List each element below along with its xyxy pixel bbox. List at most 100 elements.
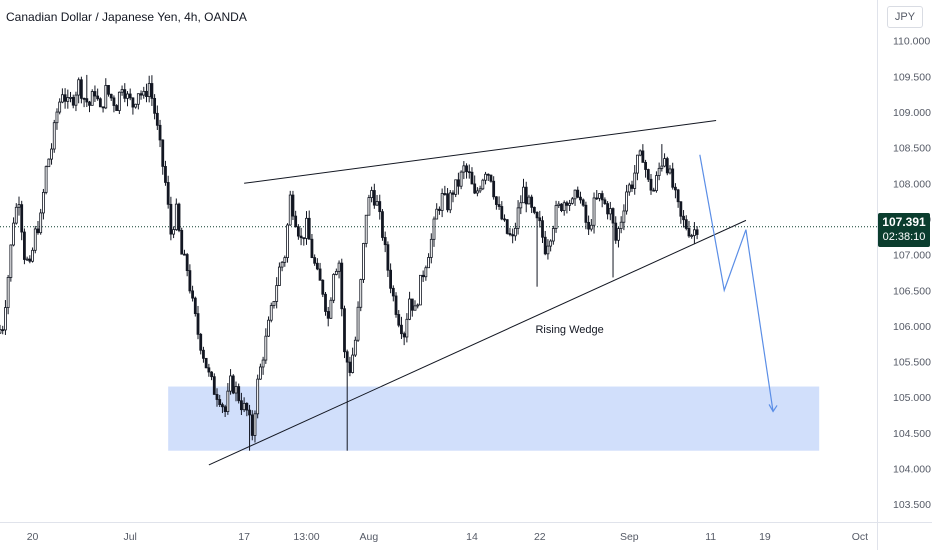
candle-body: [4, 307, 7, 331]
time-tick-label: 17: [238, 531, 250, 543]
candle-body: [557, 203, 561, 206]
candle-body: [142, 90, 146, 96]
candle-body: [554, 205, 558, 229]
candle-body: [592, 197, 596, 226]
candle-body: [9, 244, 13, 278]
candle-body: [443, 193, 447, 195]
candle-body: [486, 173, 490, 176]
candle-body: [180, 230, 184, 255]
candle-body: [665, 158, 669, 174]
candle-body: [332, 274, 336, 301]
candle-body: [264, 335, 268, 361]
candle-body: [546, 245, 550, 255]
candle-body: [674, 186, 677, 191]
time-tick-label: Sep: [620, 531, 639, 543]
current-price: 107.391: [882, 215, 926, 229]
candle-body: [71, 97, 75, 106]
price-tick-label: 109.500: [893, 71, 931, 83]
candle-body: [315, 262, 319, 270]
candle-body: [117, 91, 121, 111]
candle-body: [568, 202, 572, 206]
candle-body: [684, 219, 688, 229]
candle-body: [324, 293, 327, 312]
price-tick-label: 108.500: [893, 143, 931, 155]
candle-body: [603, 199, 607, 205]
candle-body: [649, 178, 653, 191]
candle-body: [104, 85, 108, 109]
candle-body: [655, 175, 658, 192]
candle-body: [416, 304, 420, 307]
candle-body: [120, 89, 124, 93]
price-tick-label: 108.000: [893, 178, 931, 190]
candle-body: [204, 357, 208, 369]
candle-body: [229, 375, 232, 392]
time-tick-label: 19: [759, 531, 771, 543]
candle-body: [584, 204, 588, 223]
lower-trendline: [208, 219, 747, 466]
candle-body: [660, 165, 664, 169]
candle-body: [448, 192, 452, 211]
candle-body: [44, 166, 48, 193]
candle-body: [334, 270, 338, 275]
candle-body: [560, 203, 563, 211]
candle-body: [424, 267, 428, 278]
candle-body: [39, 212, 43, 234]
candle-body: [438, 208, 441, 211]
candle-body: [193, 297, 197, 315]
candle-body: [52, 122, 56, 150]
candle-body: [6, 276, 10, 308]
candle-body: [652, 189, 656, 192]
candle-body: [96, 95, 100, 100]
candle-body: [391, 287, 395, 297]
candle-body: [33, 228, 37, 251]
candle-body: [172, 229, 176, 235]
candle-body: [223, 406, 227, 413]
candle-body: [359, 279, 363, 308]
candle-body: [17, 204, 21, 208]
candle-body: [283, 257, 287, 263]
candle-body: [695, 229, 699, 235]
candle-body: [690, 235, 694, 237]
candle-body: [657, 167, 661, 176]
candle-body: [98, 98, 102, 108]
candle-body: [101, 106, 105, 109]
candle-body: [362, 243, 365, 280]
candle-body: [253, 413, 257, 436]
candle-body: [294, 215, 298, 228]
candle-body: [82, 97, 86, 100]
candle-body: [291, 194, 295, 217]
price-tick-label: 110.000: [893, 36, 930, 48]
candle-body: [356, 306, 360, 341]
candle-body: [608, 208, 612, 215]
candle-body: [31, 249, 34, 262]
candle-body: [527, 196, 531, 205]
candle-body: [174, 203, 178, 230]
candle-body: [74, 94, 78, 106]
candle-body: [454, 179, 458, 195]
candle-body: [164, 166, 167, 183]
candle-body: [627, 184, 631, 193]
candle-body: [134, 103, 138, 108]
candle-body: [12, 222, 15, 246]
candle-body: [457, 179, 460, 187]
candle-body: [535, 211, 539, 219]
time-tick-label: 22: [534, 531, 546, 543]
candle-body: [123, 89, 127, 99]
candle-body: [668, 168, 672, 174]
candle-body: [299, 235, 303, 239]
current-price-tag: 107.391 02:38:10: [878, 213, 930, 247]
candle-body: [277, 266, 281, 286]
candle-body: [367, 197, 371, 216]
candle-body: [508, 233, 512, 236]
currency-label[interactable]: JPY: [887, 6, 923, 28]
candle-body: [505, 219, 509, 234]
candle-body: [196, 313, 200, 335]
candle-body: [210, 371, 213, 378]
candle-body: [500, 206, 504, 220]
candle-body: [497, 204, 501, 207]
candle-body: [302, 237, 306, 240]
candle-body: [296, 226, 300, 237]
